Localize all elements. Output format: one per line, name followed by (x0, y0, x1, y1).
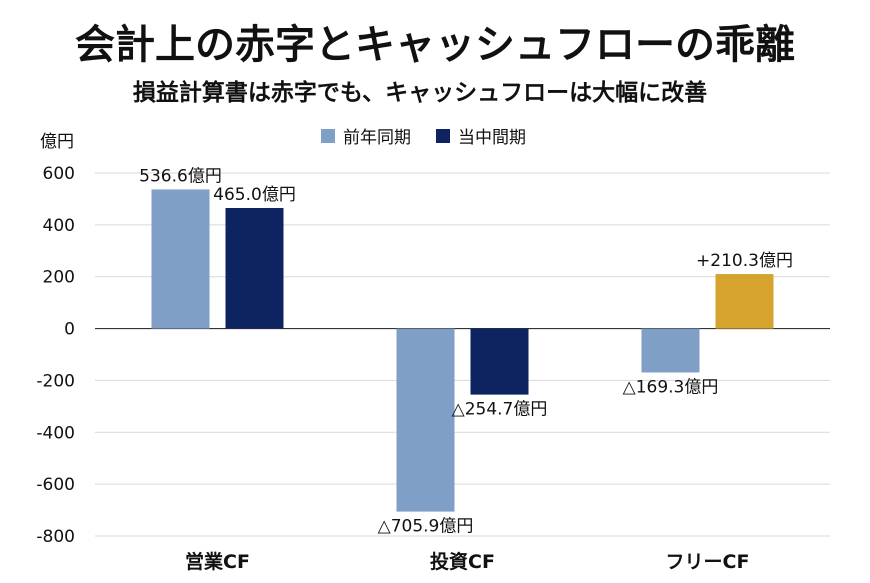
category-labels: 営業CF 投資CF フリーCF (185, 550, 749, 573)
y-tick-label: 600 (43, 164, 75, 184)
legend-swatch-current (436, 129, 450, 143)
legend-label-current: 当中間期 (458, 128, 526, 148)
chart-subtitle: 損益計算書は赤字でも、キャッシュフローは大幅に改善 (133, 79, 707, 106)
bar-previous-3 (641, 328, 700, 373)
y-tick-label: 400 (43, 216, 75, 236)
bar-previous-1 (151, 189, 210, 329)
category-label: 投資CF (430, 550, 495, 573)
data-label: △169.3億円 (623, 377, 719, 397)
gridlines (95, 172, 830, 537)
legend-label-previous: 前年同期 (343, 128, 411, 148)
data-label: +210.3億円 (696, 251, 793, 271)
y-tick-label: -400 (36, 423, 75, 443)
bar-current-3 (715, 274, 774, 329)
legend: 前年同期 当中間期 (321, 128, 526, 148)
data-label: 536.6億円 (139, 166, 222, 186)
legend-swatch-previous (321, 129, 335, 143)
bar-current-2 (470, 328, 529, 395)
data-label: △705.9億円 (378, 517, 474, 537)
y-tick-label: -200 (36, 371, 75, 391)
y-tick-label: -600 (36, 475, 75, 495)
data-label: △254.7億円 (452, 400, 548, 420)
y-tick-label: 200 (43, 268, 75, 288)
y-axis-ticks: 600 400 200 0 -200 -400 -600 -800 (36, 164, 75, 547)
chart-title: 会計上の赤字とキャッシュフローの乖離 (75, 22, 795, 68)
bars (151, 189, 774, 512)
bar-previous-2 (396, 328, 455, 512)
y-tick-label: -800 (36, 527, 75, 547)
category-label: 営業CF (185, 550, 250, 573)
category-label: フリーCF (666, 551, 750, 573)
y-tick-label: 0 (64, 320, 75, 340)
y-axis-unit-label: 億円 (40, 132, 74, 152)
data-label: 465.0億円 (213, 185, 296, 205)
bar-current-1 (225, 208, 284, 329)
